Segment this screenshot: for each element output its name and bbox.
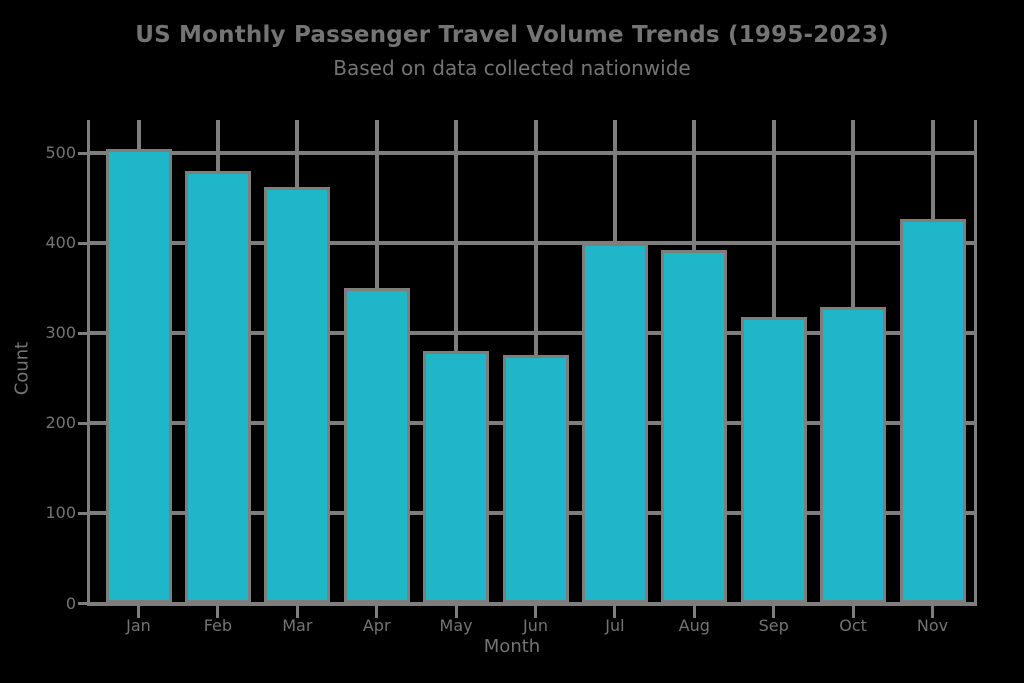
x-axis-title: Month [483,636,541,657]
y-tick-mark [78,241,90,245]
x-tick-mark [772,605,776,618]
y-tick-mark [78,602,90,605]
x-tick-mark [137,605,140,618]
x-tick-label: Oct [839,615,867,635]
x-tick-mark [851,605,855,618]
y-axis-title: Count [11,341,33,396]
x-tick-label: Jun [523,615,548,635]
chart-title: US Monthly Passenger Travel Volume Trend… [135,22,889,48]
y-tick-mark [78,331,90,335]
h-gridline [90,331,974,336]
x-tick-label: Jul [605,615,625,635]
chart-subtitle: Based on data collected nationwide [333,56,691,80]
x-tick-mark [216,605,220,618]
bar [264,186,331,604]
y-tick-label: 0 [65,593,76,613]
x-tick-mark [454,605,458,618]
h-gridline [90,241,974,246]
bar [502,354,569,604]
bar [343,288,410,604]
y-tick-label: 500 [45,143,76,163]
x-tick-label: Jan [126,615,151,635]
bar [740,317,807,604]
y-tick-label: 300 [45,323,76,343]
y-tick-label: 100 [45,503,76,523]
x-tick-mark [375,605,379,618]
left-spine [87,120,90,606]
x-tick-label: Nov [916,615,949,635]
x-tick-label: Feb [203,615,233,635]
bar [820,307,887,604]
bar [899,219,966,604]
h-gridline [90,151,974,156]
y-tick-label: 400 [45,233,76,253]
bottom-axis [87,601,977,606]
y-tick-mark [78,511,90,515]
bar [105,148,172,604]
bar [581,243,648,604]
bar [184,171,251,604]
x-tick-mark [931,605,934,618]
x-tick-label: Sep [758,615,789,635]
y-tick-mark [78,151,90,155]
x-tick-mark [692,605,696,618]
bar [423,351,490,604]
x-tick-label: Apr [362,615,391,635]
x-tick-mark [613,605,617,618]
x-tick-label: May [439,615,473,635]
right-spine [974,120,977,606]
y-tick-label: 200 [45,413,76,433]
x-tick-mark [534,605,537,618]
x-tick-mark [295,605,299,618]
bar [661,249,728,604]
x-tick-label: Aug [678,615,710,635]
y-tick-mark [78,421,90,425]
x-tick-label: Mar [282,615,313,635]
